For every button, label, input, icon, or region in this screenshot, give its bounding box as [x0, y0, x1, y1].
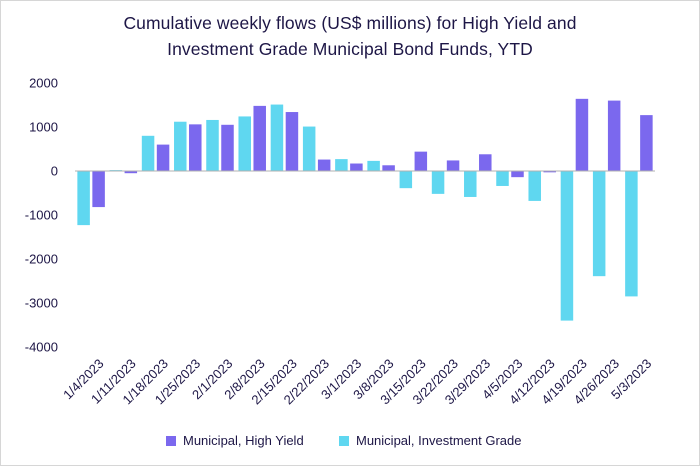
- bar-municipal-investment-grade-3-22-2023: [431, 171, 445, 194]
- bar-municipal-high-yield-2-8-2023: [253, 105, 266, 171]
- y-tick-label: -3000: [25, 296, 58, 311]
- bar-municipal-investment-grade-2-22-2023: [302, 126, 316, 171]
- chart-title-line-2: Investment Grade Municipal Bond Funds, Y…: [167, 39, 533, 59]
- bar-municipal-investment-grade-2-8-2023: [238, 116, 251, 171]
- bar-municipal-investment-grade-4-26-2023: [592, 171, 606, 277]
- bar-municipal-high-yield-4-19-2023: [575, 98, 589, 171]
- bar-municipal-high-yield-4-5-2023: [511, 171, 524, 178]
- legend-label-high-yield: Municipal, High Yield: [183, 433, 304, 448]
- y-tick-label: -1000: [25, 208, 58, 223]
- bar-municipal-investment-grade-1-25-2023: [174, 121, 187, 171]
- y-tick-label: 1000: [29, 120, 58, 135]
- x-axis: 1/4/20231/11/20231/18/20231/25/20232/1/2…: [60, 356, 654, 408]
- legend-item-high-yield: Municipal, High Yield: [166, 433, 304, 448]
- bar-municipal-investment-grade-3-1-2023: [335, 159, 348, 171]
- bar-municipal-high-yield-4-26-2023: [607, 100, 621, 171]
- bar-municipal-investment-grade-3-29-2023: [464, 171, 477, 197]
- bar-municipal-high-yield-4-12-2023: [543, 171, 556, 173]
- bar-municipal-high-yield-3-22-2023: [446, 160, 460, 171]
- bar-municipal-high-yield-2-15-2023: [285, 112, 299, 171]
- bar-municipal-investment-grade-2-1-2023: [206, 119, 219, 171]
- bar-municipal-high-yield-3-29-2023: [479, 154, 492, 171]
- y-axis: 2000 1000 0 -1000 -2000 -3000 -4000: [25, 76, 58, 355]
- bar-municipal-investment-grade-4-19-2023: [560, 171, 574, 321]
- legend: Municipal, High Yield Municipal, Investm…: [0, 433, 700, 453]
- y-tick-label: 2000: [29, 76, 58, 91]
- bar-municipal-investment-grade-3-15-2023: [399, 171, 413, 189]
- y-tick-label: -4000: [25, 340, 58, 355]
- bar-municipal-high-yield-1-4-2023: [92, 171, 105, 208]
- bar-municipal-high-yield-2-22-2023: [317, 159, 331, 171]
- bar-municipal-high-yield-2-1-2023: [221, 124, 234, 171]
- bar-municipal-high-yield-3-1-2023: [350, 163, 363, 171]
- bar-municipal-high-yield-1-18-2023: [156, 144, 170, 171]
- bar-municipal-investment-grade-4-5-2023: [496, 171, 509, 186]
- y-tick-label: 0: [51, 164, 58, 179]
- legend-item-investment-grade: Municipal, Investment Grade: [339, 433, 521, 448]
- legend-swatch-high-yield: [166, 435, 176, 446]
- bar-municipal-high-yield-3-8-2023: [382, 165, 395, 171]
- bars: [77, 98, 653, 321]
- chart-title-line-1: Cumulative weekly flows (US$ millions) f…: [123, 13, 577, 33]
- legend-swatch-investment-grade: [339, 435, 349, 446]
- bar-municipal-high-yield-3-15-2023: [414, 151, 428, 171]
- bar-municipal-investment-grade-5-3-2023: [625, 171, 638, 297]
- bar-municipal-investment-grade-1-4-2023: [77, 171, 90, 226]
- bar-municipal-investment-grade-2-15-2023: [270, 104, 284, 171]
- bar-municipal-investment-grade-4-12-2023: [528, 171, 541, 201]
- bar-municipal-investment-grade-1-18-2023: [141, 135, 155, 171]
- legend-label-investment-grade: Municipal, Investment Grade: [356, 433, 522, 448]
- bar-municipal-high-yield-1-11-2023: [124, 171, 138, 174]
- bar-municipal-high-yield-5-3-2023: [640, 115, 653, 171]
- bar-municipal-investment-grade-3-8-2023: [367, 160, 380, 171]
- bar-municipal-high-yield-1-25-2023: [189, 124, 202, 171]
- y-tick-label: -2000: [25, 252, 58, 267]
